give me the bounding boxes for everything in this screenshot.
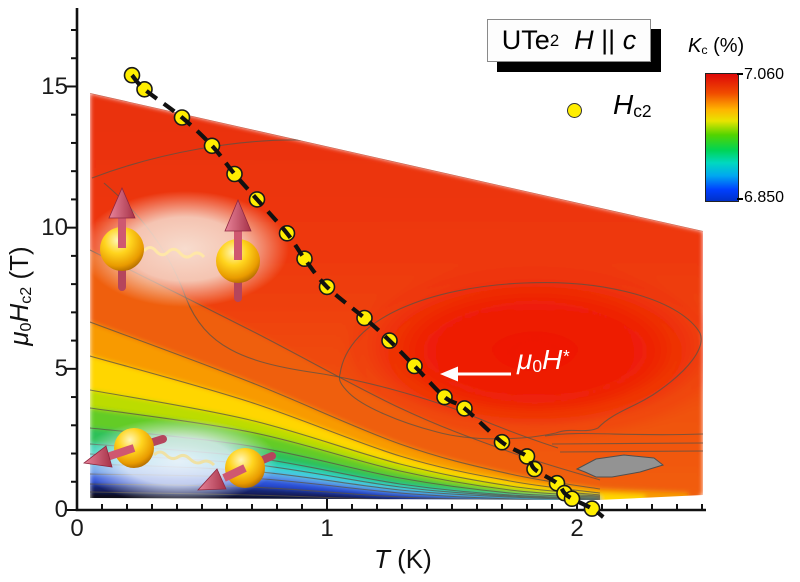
x-axis-symbol: T <box>374 544 390 574</box>
axes <box>75 8 706 512</box>
contour-line <box>90 389 601 496</box>
colorbar <box>705 73 739 202</box>
hc2-symbol: H <box>613 89 634 120</box>
heatmap-region <box>90 93 703 500</box>
axis-symbol: c <box>622 25 637 55</box>
spin-up-arrow-icon <box>224 198 252 232</box>
electron-sphere <box>216 239 260 283</box>
kc-subscript: c <box>701 43 708 58</box>
spin-arrow-shaft <box>105 444 136 461</box>
y-tick-label-5: 5 <box>54 355 68 382</box>
spin-up-arrow-icon <box>108 186 136 219</box>
h-symbol: H <box>3 303 34 323</box>
parallel-symbol: || <box>601 25 616 55</box>
y-tick-label-15: 15 <box>41 73 68 100</box>
x-axis-title: T (K) <box>374 546 432 572</box>
kc-symbol: K <box>688 35 702 57</box>
star-superscript: * <box>562 346 569 367</box>
field-crossover-annotation: μ0H* <box>517 346 569 375</box>
kc-unit: (%) <box>713 35 745 57</box>
mu-symbol: μ <box>3 331 34 346</box>
x-tick-label-2: 2 <box>570 515 584 542</box>
colorbar-min-value: 6.850 <box>744 189 785 206</box>
y-axis-title: μ0Hc2 (T) <box>3 191 35 401</box>
left-arrowhead-icon <box>440 366 458 382</box>
h-symbol: H <box>542 344 563 375</box>
spin-pair-parallel <box>100 186 260 302</box>
y-tick-label-10: 10 <box>41 214 68 241</box>
mu-subscript: 0 <box>16 322 35 332</box>
compound-name: UTe <box>501 25 550 55</box>
spin-pair-antiparallel <box>83 428 276 491</box>
compound-subscript: 2 <box>549 30 560 50</box>
x-tick-label-0: 0 <box>70 515 84 542</box>
mu-subscript: 0 <box>532 356 542 377</box>
hc2-subscript: c2 <box>633 101 652 122</box>
hc2-data-series <box>123 66 605 519</box>
spin-arrow-shaft <box>222 464 247 482</box>
plot-title-box: UTe 2 H || c <box>487 19 651 62</box>
colorbar-title: Kc (%) <box>688 36 744 57</box>
hc2-dashed-fit-line <box>130 73 605 519</box>
field-symbol: H <box>574 25 594 55</box>
legend-hc2-label: Hc2 <box>613 91 652 120</box>
y-tick-label-0: 0 <box>54 496 68 523</box>
colorbar-tick-max <box>737 73 743 75</box>
spin-left-arrow-icon <box>197 468 227 491</box>
field-annotation-arrow <box>440 366 511 382</box>
electron-sphere <box>100 227 144 271</box>
gray-masked-region <box>575 454 665 478</box>
x-axis-unit: (K) <box>397 544 432 574</box>
pairing-wavy-line <box>152 450 216 467</box>
contour-line <box>90 355 601 494</box>
mu-symbol: μ <box>517 344 533 375</box>
pairing-wavy-line <box>142 246 206 259</box>
colorbar-max-value: 7.060 <box>744 66 785 83</box>
h-subscript: c2 <box>16 286 35 304</box>
colorbar-tick-min <box>737 198 743 200</box>
contour-line <box>90 321 601 490</box>
legend-hc2-marker <box>567 103 582 118</box>
x-tick-label-1: 1 <box>320 515 334 542</box>
spin-left-arrow-icon <box>83 445 113 468</box>
axis-ticks <box>66 29 703 511</box>
y-axis-unit: (T) <box>3 246 34 280</box>
